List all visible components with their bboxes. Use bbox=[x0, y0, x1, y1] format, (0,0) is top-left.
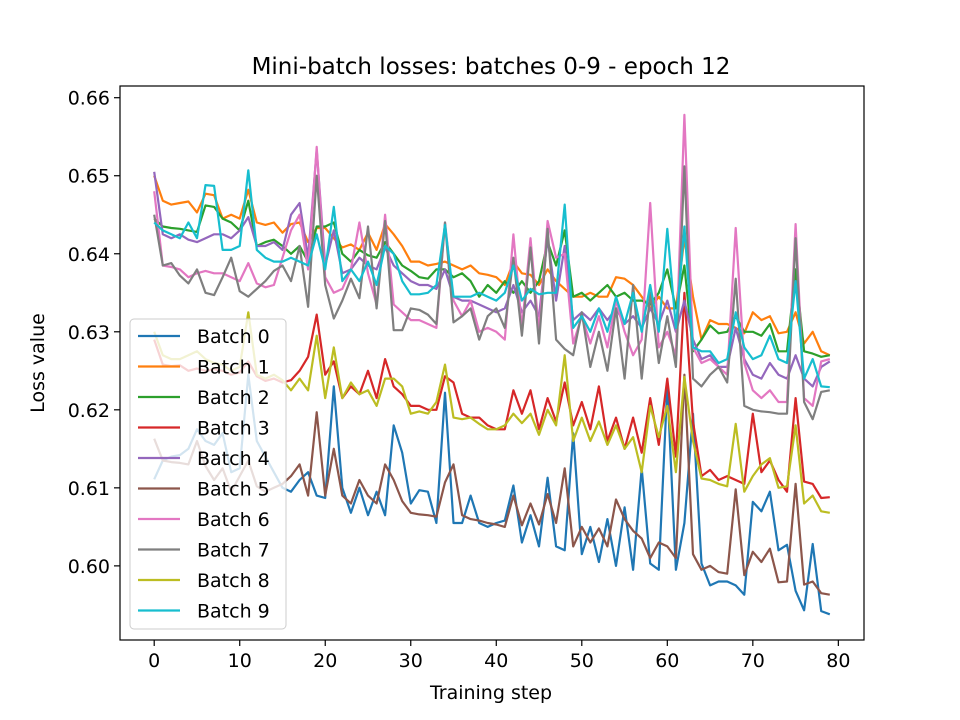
legend-label-batch-3: Batch 3 bbox=[197, 418, 270, 440]
x-tick-label: 20 bbox=[313, 650, 337, 672]
y-tick-label: 0.66 bbox=[68, 88, 110, 110]
legend: Batch 0 Batch 1 Batch 2 Batch 3 Batch 4 Batch… bbox=[129, 318, 287, 630]
legend-label-batch-4: Batch 4 bbox=[197, 448, 270, 470]
series-line-batch-7 bbox=[153, 165, 831, 421]
x-tick-label: 0 bbox=[148, 650, 160, 672]
x-axis-title: Training step bbox=[429, 682, 552, 704]
y-tick-label: 0.65 bbox=[68, 166, 110, 188]
x-tick-label: 70 bbox=[741, 650, 765, 672]
legend-label-batch-7: Batch 7 bbox=[197, 540, 270, 562]
legend-label-batch-6: Batch 6 bbox=[197, 509, 270, 531]
x-tick-label: 40 bbox=[484, 650, 508, 672]
series-line-batch-6 bbox=[153, 113, 831, 407]
legend-label-batch-1: Batch 1 bbox=[197, 357, 270, 379]
y-axis: 0.60 0.61 0.62 0.63 0.64 0.65 0.66 bbox=[68, 88, 120, 578]
x-tick-label: 50 bbox=[570, 650, 594, 672]
y-tick-label: 0.64 bbox=[68, 244, 110, 266]
legend-label-batch-2: Batch 2 bbox=[197, 387, 270, 409]
y-tick-label: 0.60 bbox=[68, 556, 110, 578]
x-tick-label: 10 bbox=[228, 650, 252, 672]
y-tick-label: 0.63 bbox=[68, 322, 110, 344]
chart-title: Mini-batch losses: batches 0-9 - epoch 1… bbox=[252, 54, 731, 80]
legend-label-batch-5: Batch 5 bbox=[197, 479, 270, 501]
y-axis-title: Loss value bbox=[27, 313, 49, 413]
series-line-batch-9 bbox=[153, 169, 830, 389]
x-axis: 0 10 20 30 40 50 60 70 80 bbox=[148, 640, 850, 672]
x-tick-label: 80 bbox=[826, 650, 850, 672]
legend-label-batch-0: Batch 0 bbox=[197, 326, 270, 348]
x-tick-label: 30 bbox=[399, 650, 423, 672]
plot-frame bbox=[119, 85, 865, 641]
y-tick-label: 0.61 bbox=[68, 478, 110, 500]
x-tick-label: 60 bbox=[655, 650, 679, 672]
y-tick-label: 0.62 bbox=[68, 400, 110, 422]
legend-label-batch-8: Batch 8 bbox=[197, 570, 270, 592]
series-line-batch-2 bbox=[153, 199, 831, 358]
legend-label-batch-9: Batch 9 bbox=[197, 601, 270, 623]
series-line-batch-1 bbox=[153, 175, 831, 357]
